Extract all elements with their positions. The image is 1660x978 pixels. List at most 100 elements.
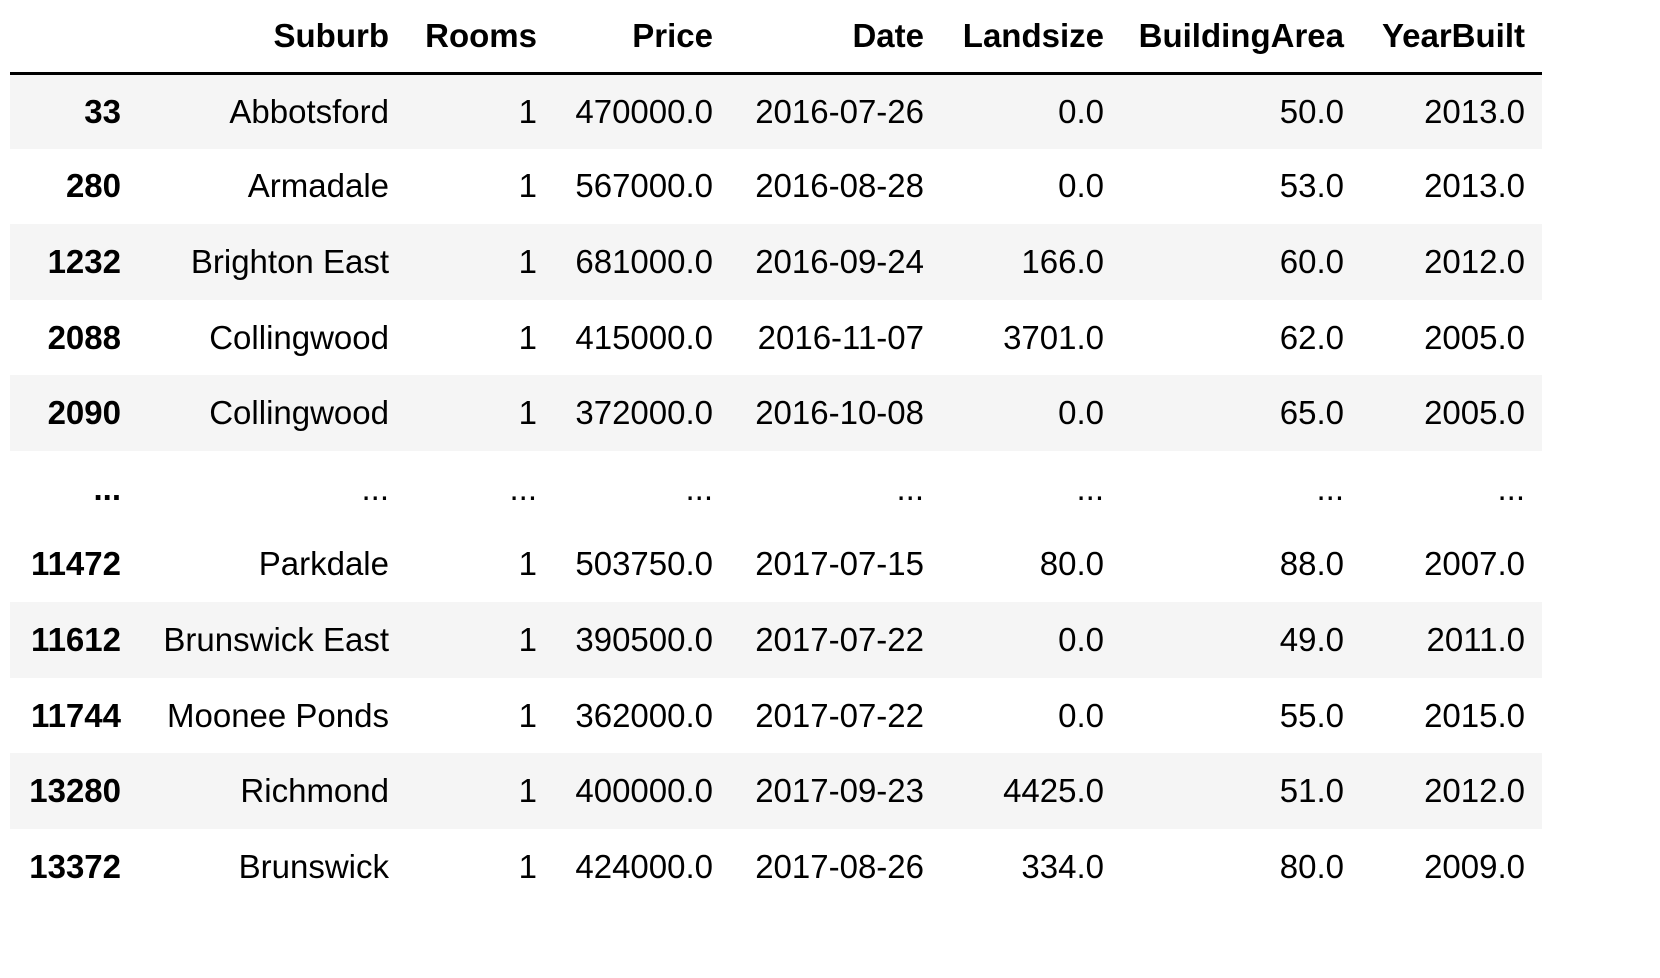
cell-rooms: 1 <box>518 394 537 432</box>
table-row-ellipsis: ........................ <box>10 450 1542 527</box>
cell-landsize: 0.0 <box>1058 167 1104 205</box>
table-row: 13280 Richmond 1 400000.0 2017-09-23 4425.0 51… <box>10 753 1542 829</box>
cell-date: 2017-09-23 <box>755 772 924 810</box>
cell-year-built: 2011.0 <box>1426 620 1525 658</box>
header-row: Suburb Rooms Price Date Landsize Buildin… <box>10 0 1542 75</box>
cell-suburb: Collingwood <box>209 394 389 432</box>
cell-date: 2016-07-26 <box>755 92 924 130</box>
cell-year-built: ... <box>1497 469 1525 507</box>
cell-rooms: 1 <box>518 167 537 205</box>
table-row: 33 Abbotsford 1 470000.0 2016-07-26 0.0 50.0 20… <box>10 73 1542 149</box>
cell-date: 2016-10-08 <box>755 394 924 432</box>
cell-building-area: 62.0 <box>1279 318 1344 356</box>
table-row: 11472 Parkdale 1 503750.0 2017-07-15 80.0 88.0… <box>10 526 1542 603</box>
column-header-price: Price <box>554 0 730 75</box>
dataframe-table: Suburb Rooms Price Date Landsize Buildin… <box>10 0 1542 905</box>
table-header: Suburb Rooms Price Date Landsize Buildin… <box>10 0 1542 75</box>
cell-price: 415000.0 <box>575 318 713 356</box>
cell-rooms: 1 <box>518 772 537 810</box>
cell-building-area: 51.0 <box>1279 772 1344 810</box>
cell-building-area: 60.0 <box>1279 242 1344 280</box>
cell-price: 503750.0 <box>575 545 713 583</box>
cell-building-area: 80.0 <box>1279 847 1344 885</box>
cell-rooms: 1 <box>518 620 537 658</box>
cell-year-built: 2012.0 <box>1424 772 1525 810</box>
cell-date: 2017-08-26 <box>755 847 924 885</box>
cell-building-area: 53.0 <box>1279 167 1344 205</box>
row-index: 2090 <box>47 394 121 432</box>
cell-year-built: 2012.0 <box>1424 242 1525 280</box>
cell-landsize: 0.0 <box>1058 620 1104 658</box>
column-header-date: Date <box>730 0 941 75</box>
cell-price: 372000.0 <box>575 394 713 432</box>
cell-landsize: 80.0 <box>1039 545 1104 583</box>
row-index: 280 <box>65 167 121 205</box>
cell-price: ... <box>685 469 713 507</box>
cell-landsize: 334.0 <box>1021 847 1104 885</box>
cell-price: 567000.0 <box>575 167 713 205</box>
row-index: 13372 <box>29 847 121 885</box>
cell-landsize: 0.0 <box>1058 696 1104 734</box>
table-row: 13372 Brunswick 1 424000.0 2017-08-26 334.0 80… <box>10 828 1542 905</box>
cell-rooms: 1 <box>518 92 537 130</box>
cell-suburb: Parkdale <box>258 545 389 583</box>
table-row: 280 Armadale 1 567000.0 2016-08-28 0.0 53.0 201… <box>10 148 1542 225</box>
index-header <box>10 0 138 75</box>
cell-year-built: 2015.0 <box>1424 696 1525 734</box>
cell-suburb: Armadale <box>247 167 389 205</box>
cell-year-built: 2013.0 <box>1424 92 1525 130</box>
cell-rooms: 1 <box>518 318 537 356</box>
column-header-landsize: Landsize <box>941 0 1121 75</box>
row-index: 33 <box>84 92 121 130</box>
cell-suburb: Brighton East <box>190 242 389 280</box>
cell-date: ... <box>896 469 924 507</box>
cell-year-built: 2013.0 <box>1424 167 1525 205</box>
cell-landsize: ... <box>1076 469 1104 507</box>
row-index: 1232 <box>47 242 121 280</box>
cell-landsize: 4425.0 <box>1003 772 1104 810</box>
cell-suburb: Moonee Ponds <box>167 696 389 734</box>
cell-price: 681000.0 <box>575 242 713 280</box>
cell-rooms: 1 <box>518 545 537 583</box>
cell-building-area: 49.0 <box>1279 620 1344 658</box>
row-index: 11744 <box>31 696 121 734</box>
cell-suburb: Richmond <box>240 772 389 810</box>
cell-suburb: Abbotsford <box>229 92 389 130</box>
cell-date: 2017-07-15 <box>755 545 924 583</box>
cell-building-area: ... <box>1316 469 1344 507</box>
cell-price: 424000.0 <box>575 847 713 885</box>
cell-price: 400000.0 <box>575 772 713 810</box>
column-header-suburb: Suburb <box>138 0 406 75</box>
cell-date: 2016-08-28 <box>755 167 924 205</box>
cell-year-built: 2005.0 <box>1424 394 1525 432</box>
table-body: 33 Abbotsford 1 470000.0 2016-07-26 0.0 50.0 20… <box>10 73 1542 905</box>
cell-rooms: ... <box>509 469 537 507</box>
cell-landsize: 0.0 <box>1058 394 1104 432</box>
table-row: 1232 Brighton East 1 681000.0 2016-09-24 166.… <box>10 224 1542 300</box>
column-header-year-built: YearBuilt <box>1361 0 1542 75</box>
row-index: 2088 <box>47 318 121 356</box>
cell-year-built: 2007.0 <box>1424 545 1525 583</box>
cell-price: 390500.0 <box>575 620 713 658</box>
cell-landsize: 0.0 <box>1058 92 1104 130</box>
cell-date: 2016-11-07 <box>757 318 924 356</box>
cell-suburb: Brunswick <box>238 847 389 885</box>
cell-building-area: 65.0 <box>1279 394 1344 432</box>
cell-rooms: 1 <box>518 847 537 885</box>
cell-date: 2017-07-22 <box>755 696 924 734</box>
cell-price: 470000.0 <box>575 92 713 130</box>
row-index: ... <box>93 469 121 507</box>
cell-suburb: Collingwood <box>209 318 389 356</box>
cell-landsize: 166.0 <box>1021 242 1104 280</box>
cell-suburb: ... <box>361 469 389 507</box>
table-row: 11744 Moonee Ponds 1 362000.0 2017-07-22 0.0 5… <box>10 677 1542 754</box>
cell-rooms: 1 <box>518 696 537 734</box>
row-index: 11612 <box>31 620 121 658</box>
cell-year-built: 2005.0 <box>1424 318 1525 356</box>
cell-landsize: 3701.0 <box>1003 318 1104 356</box>
row-index: 13280 <box>29 772 121 810</box>
table-row: 11612 Brunswick East 1 390500.0 2017-07-22 0.… <box>10 602 1542 678</box>
cell-suburb: Brunswick East <box>163 620 389 658</box>
row-index: 11472 <box>31 545 121 583</box>
cell-building-area: 55.0 <box>1279 696 1344 734</box>
